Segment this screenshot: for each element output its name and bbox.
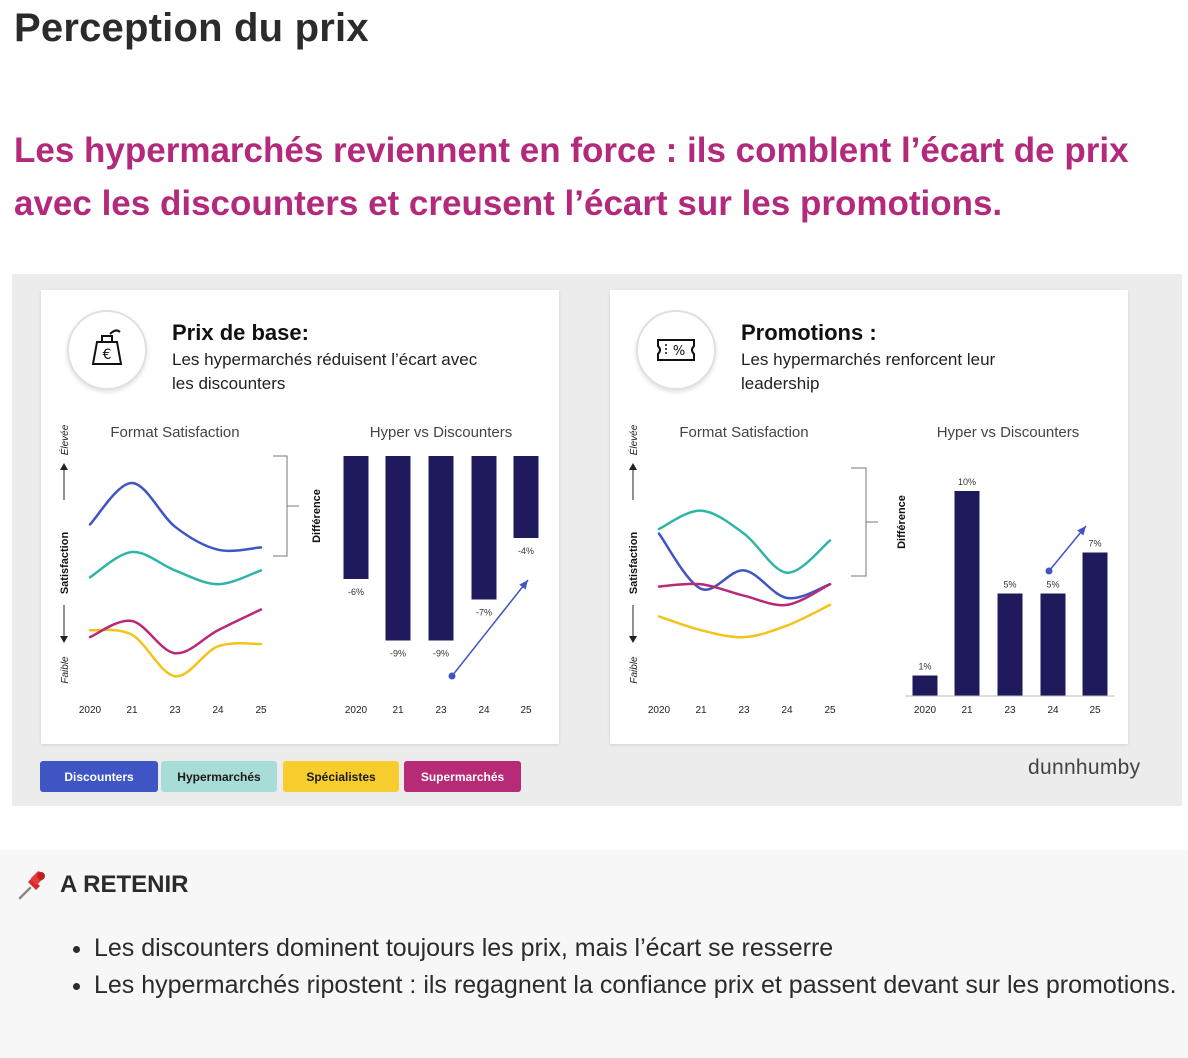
line-chart-title: Format Satisfaction (110, 424, 239, 441)
trend-arrow-start (1045, 567, 1053, 575)
bar (912, 675, 938, 696)
series-line-specialistes (88, 628, 263, 678)
bar-data-label: -6% (348, 587, 364, 597)
x-tick-label: 2020 (79, 705, 102, 716)
panel-title: Promotions : (741, 320, 877, 345)
difference-label: Différence (896, 495, 908, 549)
bar (385, 456, 411, 641)
panel-title: Prix de base: (172, 320, 309, 345)
price-tag-euro-icon: € (67, 310, 147, 390)
x-tick-label: 24 (1047, 705, 1059, 716)
bar-chart-title: Hyper vs Discounters (370, 424, 513, 441)
bar-data-label: -4% (518, 546, 534, 556)
x-tick-label: 25 (1089, 705, 1101, 716)
bar-data-label: -9% (390, 649, 406, 659)
bar-data-label: 10% (958, 477, 976, 487)
x-tick-label: 24 (478, 705, 490, 716)
series-line-hypermarches (88, 550, 263, 586)
series-line-specialistes (657, 603, 832, 639)
trend-arrow-start (448, 672, 456, 680)
legend-discounters: Discounters (40, 761, 158, 792)
series-line-supermarches (88, 608, 263, 655)
headline: Les hypermarchés reviennent en force : i… (14, 131, 1129, 223)
x-tick-label: 2020 (648, 705, 671, 716)
trend-arrowhead (1077, 526, 1086, 536)
y-axis-label-high: Élevée (627, 424, 640, 455)
bar (428, 456, 454, 641)
bar (1082, 552, 1108, 696)
y-axis-arrowhead-up (629, 463, 637, 470)
bar-data-label: -9% (433, 649, 449, 659)
x-tick-label: 21 (126, 705, 138, 716)
y-axis-label-low: Faible (629, 656, 640, 684)
list-item: Les hypermarchés ripostent : ils regagne… (94, 967, 1188, 1004)
y-axis-label: Satisfaction (59, 532, 71, 595)
x-tick-label: 24 (212, 705, 224, 716)
y-axis-arrowhead-up (60, 463, 68, 470)
legend-hypermarches: Hypermarchés (161, 761, 277, 792)
bar-chart-title: Hyper vs Discounters (937, 424, 1080, 441)
key-takeaways-box: A RETENIR Les discounters dominent toujo… (0, 850, 1188, 1058)
x-tick-label: 21 (695, 705, 707, 716)
y-axis-arrowhead-down (60, 636, 68, 643)
x-tick-label: 25 (255, 705, 267, 716)
bar (471, 456, 497, 600)
panel-charts-left: Format Satisfaction Élevée Satisfaction Fai… (58, 424, 539, 716)
x-tick-label: 23 (1004, 705, 1016, 716)
y-axis-label: Satisfaction (628, 532, 640, 595)
trend-arrowhead (519, 580, 528, 590)
brand-logo: dunnhumby (1028, 756, 1141, 779)
x-tick-label: 24 (781, 705, 793, 716)
line-chart-title: Format Satisfaction (679, 424, 808, 441)
x-tick-label: 23 (169, 705, 181, 716)
series-line-discounters (657, 532, 832, 600)
y-axis-arrowhead-down (629, 636, 637, 643)
bar-data-label: 7% (1088, 539, 1101, 549)
infographic-figure: € Prix de base: Les hypermarchés réduise… (12, 274, 1182, 806)
svg-text:€: € (103, 347, 112, 363)
bar (954, 491, 980, 696)
x-tick-label: 2020 (345, 705, 368, 716)
panel-charts-right: Format Satisfaction Élevée Satisfaction Fai… (627, 424, 1115, 716)
x-tick-label: 23 (435, 705, 447, 716)
promo-coupon-percent-icon: % (636, 310, 716, 390)
bar-data-label: 5% (1003, 580, 1016, 590)
trend-arrow (1048, 525, 1087, 572)
series-line-hypermarches (657, 509, 832, 574)
key-takeaways-label: A RETENIR (60, 871, 189, 898)
x-tick-label: 25 (824, 705, 836, 716)
trend-arrow (451, 579, 529, 677)
bar (343, 456, 369, 579)
key-takeaways-list: Les discounters dominent toujours les pr… (60, 930, 1188, 1004)
series-line-discounters (88, 481, 263, 553)
panel-prix-de-base: € Prix de base: Les hypermarchés réduise… (41, 290, 559, 744)
x-tick-label: 25 (520, 705, 532, 716)
y-axis-label-low: Faible (60, 656, 71, 684)
legend-supermarches: Supermarchés (404, 761, 521, 792)
x-tick-label: 21 (392, 705, 404, 716)
difference-bracket (851, 467, 878, 577)
svg-text:%: % (673, 344, 685, 359)
y-axis-label-high: Élevée (58, 424, 71, 455)
bar-data-label: 5% (1046, 580, 1059, 590)
list-item: Les discounters dominent toujours les pr… (94, 930, 1188, 967)
panel-promotions: % Promotions : Les hypermarchés renforce… (610, 290, 1128, 744)
x-tick-label: 2020 (914, 705, 937, 716)
legend-specialistes: Spécialistes (283, 761, 399, 792)
panel-subtitle: Les hypermarchés réduisent l’écart avec … (172, 350, 478, 393)
bar (997, 593, 1023, 696)
bar (513, 456, 539, 538)
bar-data-label: 1% (918, 662, 931, 672)
x-tick-label: 23 (738, 705, 750, 716)
bar (1040, 593, 1066, 696)
difference-label: Différence (311, 489, 323, 543)
x-tick-label: 21 (961, 705, 973, 716)
difference-bracket (273, 455, 299, 557)
pushpin-icon (16, 868, 50, 902)
key-takeaways-title: A RETENIR (16, 868, 188, 902)
bar-data-label: -7% (476, 608, 492, 618)
series-line-supermarches (657, 582, 832, 607)
panel-subtitle: Les hypermarchés renforcent leur leaders… (741, 350, 996, 393)
page-title: Perception du prix (14, 6, 369, 50)
